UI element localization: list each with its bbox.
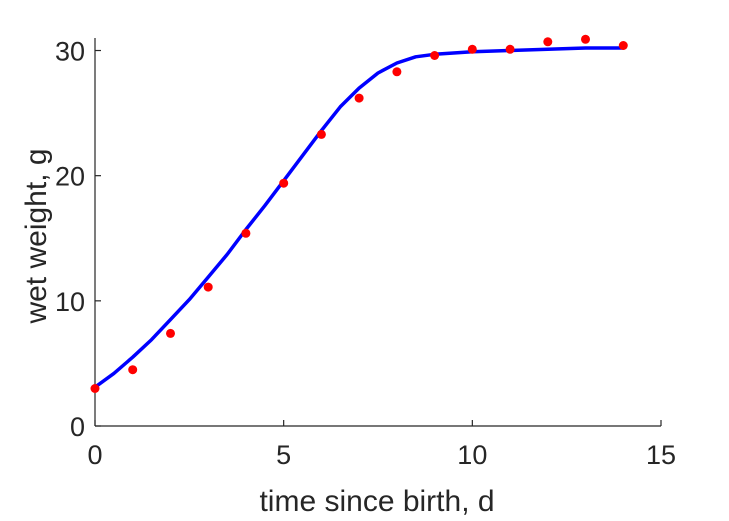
data-point — [128, 365, 138, 375]
data-point — [166, 328, 175, 338]
y-tick-label: 20 — [55, 162, 85, 192]
data-point — [505, 44, 515, 54]
data-point — [241, 228, 251, 238]
plot-area — [90, 34, 628, 393]
data-point — [316, 129, 326, 139]
data-point — [279, 178, 289, 188]
x-tick-label: 5 — [276, 440, 291, 470]
y-tick-label: 10 — [55, 287, 85, 317]
data-point — [618, 41, 628, 50]
data-point — [90, 384, 100, 393]
y-tick-label: 0 — [70, 412, 85, 442]
x-axis-label: time since birth, d — [259, 485, 494, 518]
data-point — [430, 51, 440, 60]
data-point — [392, 67, 402, 77]
x-tick-label: 0 — [87, 440, 102, 470]
data-point — [543, 37, 553, 47]
y-axis-label: wet weight, g — [20, 148, 53, 324]
data-point — [581, 34, 590, 44]
x-tick-label: 15 — [646, 440, 676, 470]
y-tick-label: 30 — [55, 37, 85, 67]
axes: 0 5 10 15 0 10 20 30 — [55, 37, 676, 470]
data-point — [467, 44, 477, 54]
data-point — [203, 282, 213, 292]
data-point — [354, 93, 364, 103]
x-tick-label: 10 — [457, 440, 487, 470]
